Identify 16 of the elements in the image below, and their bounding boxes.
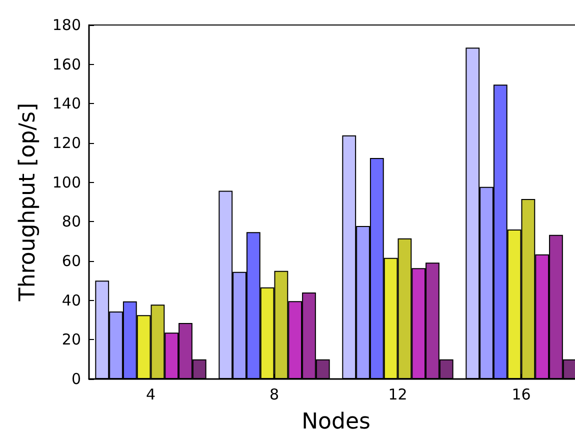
y-tick-label: 160 — [52, 55, 81, 74]
y-tick-label: 80 — [62, 212, 81, 231]
y-tick-label: 60 — [62, 252, 81, 270]
x-tick-label: 16 — [512, 386, 531, 404]
y-tick-label: 40 — [62, 291, 81, 310]
x-tick-label: 8 — [269, 386, 280, 404]
y-tick-label: 0 — [71, 370, 81, 388]
x-tick-label: 12 — [388, 386, 408, 404]
y-tick-label: 140 — [52, 94, 81, 113]
y-tick-label: 100 — [52, 173, 81, 192]
x-axis-title: Nodes — [302, 410, 370, 434]
y-tick-label: 180 — [52, 16, 81, 34]
y-tick-label: 120 — [52, 134, 81, 152]
y-axis-title: Throughput [op/s] — [16, 102, 40, 302]
x-tick-label: 4 — [146, 386, 156, 404]
y-tick-label: 20 — [62, 330, 81, 349]
